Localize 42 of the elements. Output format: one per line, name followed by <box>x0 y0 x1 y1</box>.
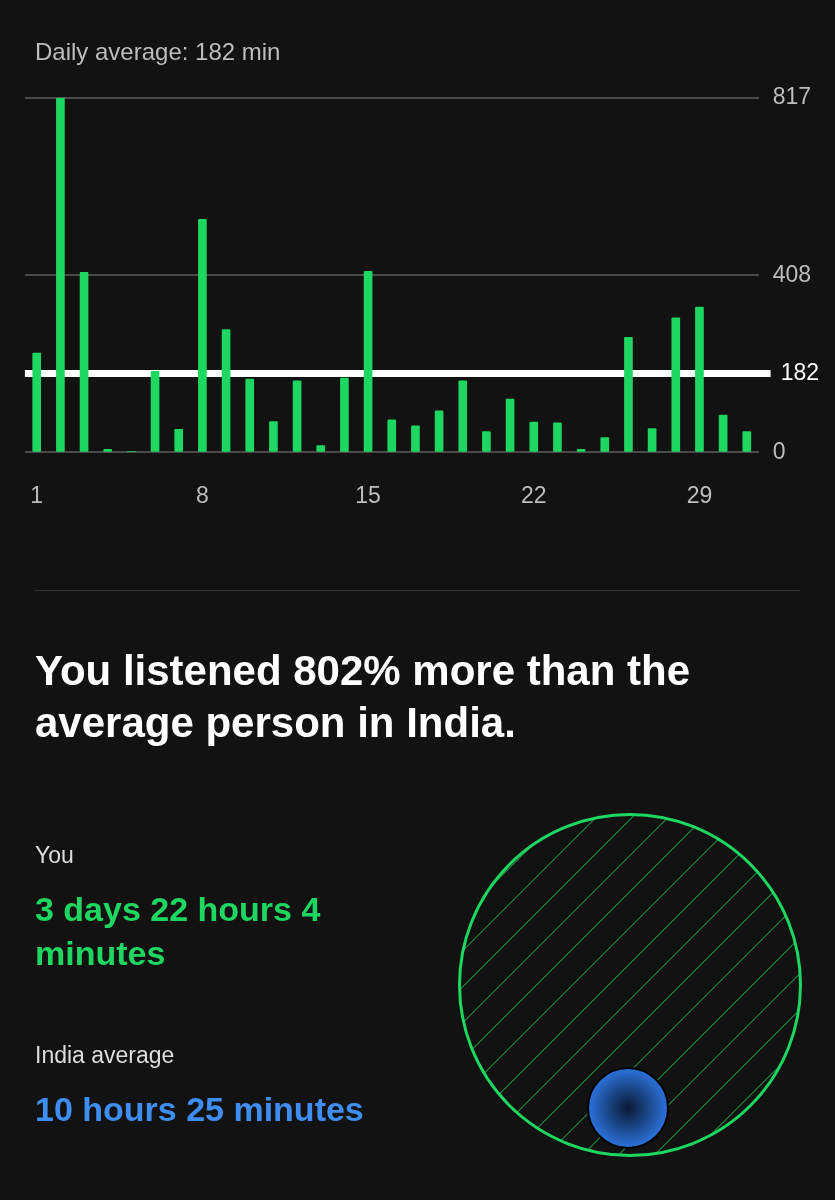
bar <box>79 271 89 452</box>
bar <box>505 398 515 452</box>
bar <box>624 337 633 452</box>
y-tick-label: 0 <box>772 437 786 464</box>
text: 10 hours 25 minutes <box>35 1089 365 1130</box>
bar <box>742 431 752 452</box>
bar <box>221 329 231 452</box>
bar <box>434 410 444 452</box>
text: India average <box>35 1042 175 1069</box>
y-tick-label: 817 <box>772 83 811 110</box>
bar <box>198 219 207 452</box>
text: You <box>35 842 74 869</box>
x-tick-label: 8 <box>196 481 209 508</box>
bar <box>387 419 397 452</box>
bar <box>150 370 160 452</box>
bar <box>695 306 704 452</box>
x-tick-label: 1 <box>30 481 44 508</box>
x-tick-label: 22 <box>520 481 547 508</box>
bar <box>529 421 539 452</box>
y-tick-label: 408 <box>772 260 811 287</box>
bar <box>411 425 420 452</box>
bar <box>32 352 42 452</box>
chart-title: Daily average: 182 min <box>35 38 281 66</box>
bar <box>458 380 468 452</box>
bar <box>245 378 255 452</box>
bar <box>56 97 65 452</box>
bar <box>174 429 184 452</box>
bar <box>600 437 610 452</box>
bar <box>553 422 562 452</box>
bar <box>482 431 491 452</box>
ref-line-label: 182 <box>780 358 819 385</box>
text: You listened 802% more than the average person in India. <box>35 646 692 748</box>
x-tick-label: 15 <box>355 481 381 508</box>
x-tick-label: 29 <box>686 481 713 508</box>
bar <box>269 421 278 452</box>
bar <box>671 317 681 452</box>
bar <box>340 377 349 452</box>
bar <box>363 271 373 452</box>
bar <box>718 414 728 452</box>
bar <box>647 428 657 452</box>
bar <box>292 380 302 452</box>
text: 3 days 22 hours 4 minutes <box>35 889 322 974</box>
